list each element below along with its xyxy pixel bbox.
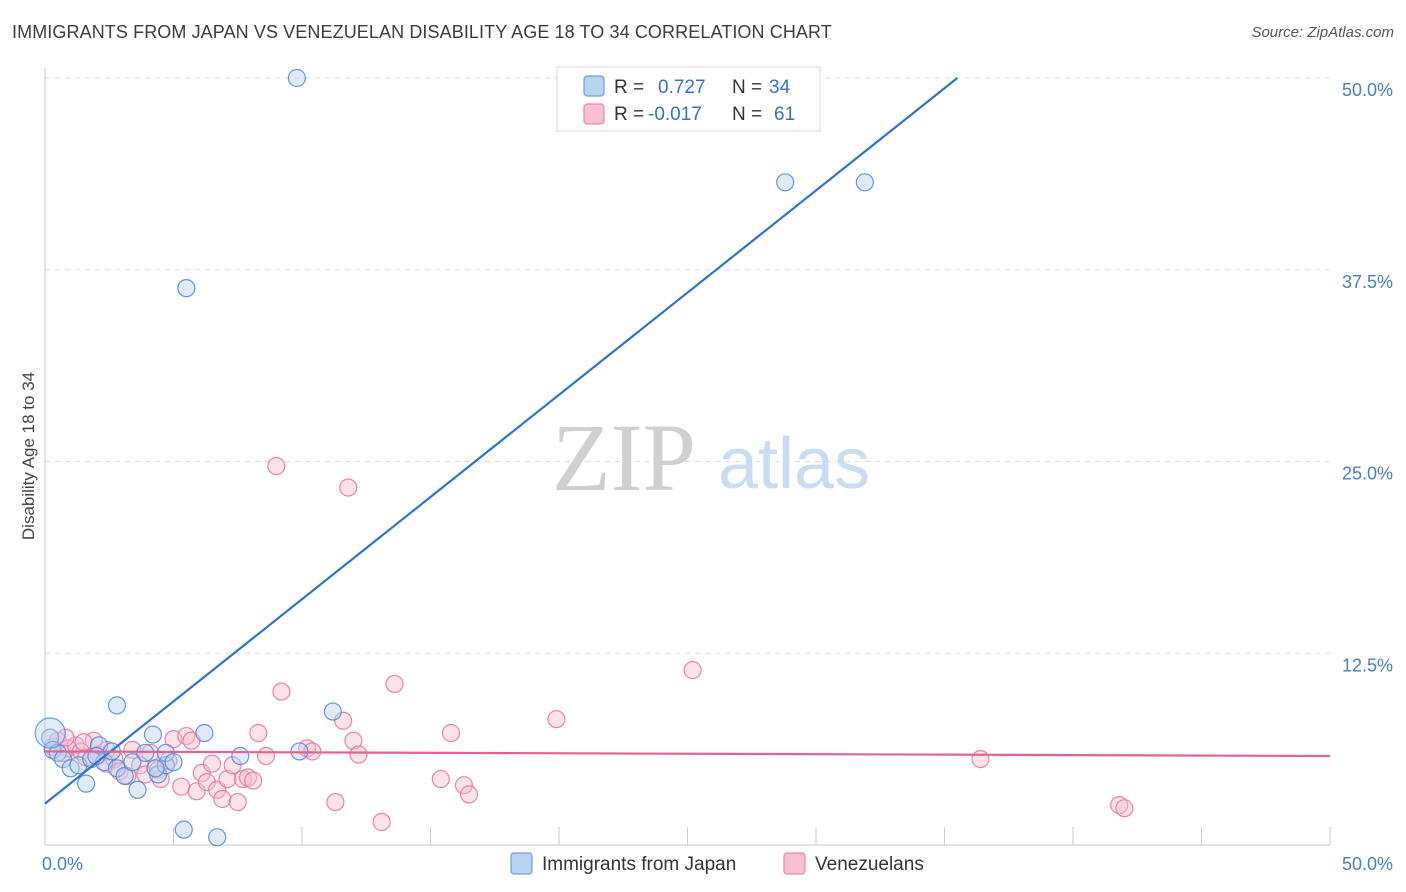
axes [44,68,1331,846]
venezuelans-point-56 [1110,796,1129,815]
japan-point-10 [77,774,96,793]
japan-cluster-marker [34,717,66,749]
venezuelans-point-27 [202,754,222,773]
venezuelans-point-45 [344,731,363,750]
source-label: Source: ZipAtlas.com [1251,24,1394,41]
japan-point-16 [107,696,127,715]
venezuelans-point-34 [238,768,258,787]
legend-r-label-2: R = [614,104,644,125]
japan-point-0 [287,68,306,88]
venezuelans-point-44 [339,478,358,497]
venezuelans-point-57 [1115,799,1134,818]
venezuelans-point-31 [223,756,242,775]
japan-trend-line [44,77,959,805]
venezuelans-point-26 [197,773,217,792]
venezuelans-point-32 [228,792,247,812]
japan-point-1 [776,173,795,192]
venezuelans-trend-line [44,750,1331,758]
japan-point-2 [855,173,874,192]
venezuelans-point-43 [334,711,353,730]
venezuelans-point-35 [244,771,263,790]
venezuelans-point-46 [349,745,368,764]
japan-point-19 [128,780,147,799]
japan-point-21 [143,725,163,744]
venezuelans-point-24 [187,782,206,801]
venezuelans-points [43,457,1134,832]
venezuelans-point-25 [192,763,211,783]
japan-point-17 [115,766,134,786]
legend-n-label-1: N = [732,77,762,98]
legend-r-label-1: R = [614,77,644,98]
watermark-zip: ZIP [552,404,696,511]
correlation-legend: R = 0.727 N = 34 R = -0.017 N = 61 [556,66,821,132]
legend-swatch-pink [583,103,605,125]
series-swatch-venezuelans [783,852,806,875]
y-tick-label-2: 37.5% [1342,272,1393,292]
japan-points [34,68,874,847]
venezuelans-point-38 [267,457,286,476]
japan-point-18 [123,753,142,772]
series-label-venezuelans: Venezuelans [815,854,924,875]
venezuelans-point-50 [441,723,461,743]
legend-r-value-1: 0.727 [658,77,706,98]
legend-swatch-blue [583,75,605,97]
venezuelans-point-59 [56,728,75,747]
venezuelans-point-30 [218,769,237,789]
y-tick-label-1: 25.0% [1342,464,1393,484]
venezuelans-point-49 [431,769,450,789]
series-legend: Immigrants from Japan Venezuelans [510,852,924,875]
venezuelans-point-47 [372,812,391,832]
venezuelans-point-21 [172,777,191,796]
grid-lines [45,77,1330,654]
series-label-japan: Immigrants from Japan [542,854,736,875]
japan-point-25 [164,753,183,772]
japan-point-5 [43,740,62,759]
trend-lines [44,77,1331,805]
japan-point-32 [146,759,165,778]
japan-point-26 [195,723,214,743]
venezuelans-point-55 [971,749,990,769]
venezuelans-point-48 [385,674,404,694]
venezuelans-point-52 [459,785,479,804]
venezuelans-point-37 [256,746,276,766]
venezuelans-point-36 [249,723,268,743]
venezuelans-point-42 [326,792,345,812]
legend-n-value-1: 34 [769,77,791,98]
x-tick-label-min: 0.0% [42,854,83,874]
venezuelans-point-60 [74,733,93,752]
y-axis-label: Disability Age 18 to 34 [19,372,38,540]
y-tick-label-3: 50.0% [1342,80,1393,100]
series-swatch-japan [510,852,533,875]
legend-r-value-2: -0.017 [648,104,702,125]
japan-point-27 [231,746,250,766]
japan-point-31 [174,820,193,839]
japan-point-20 [136,743,155,763]
watermark-atlas: atlas [718,424,870,504]
japan-point-15 [107,759,127,778]
japan-point-29 [323,702,342,721]
x-tick-labels: 0.0% 50.0% [42,854,1393,874]
legend-n-label-2: N = [732,104,762,125]
venezuelans-point-29 [213,789,232,809]
venezuelans-point-54 [683,661,702,680]
japan-point-30 [208,828,227,847]
legend-n-value-2: 61 [774,104,795,125]
venezuelans-point-53 [547,710,566,729]
x-tick-label-max: 50.0% [1342,854,1393,874]
venezuelans-point-39 [272,682,291,701]
y-tick-label-0: 12.5% [1342,655,1393,675]
chart-title: IMMIGRANTS FROM JAPAN VS VENEZUELAN DISA… [12,22,832,42]
y-tick-labels: 12.5% 25.0% 37.5% 50.0% [1342,80,1393,675]
venezuelans-point-51 [454,776,474,795]
japan-point-3 [177,279,196,298]
